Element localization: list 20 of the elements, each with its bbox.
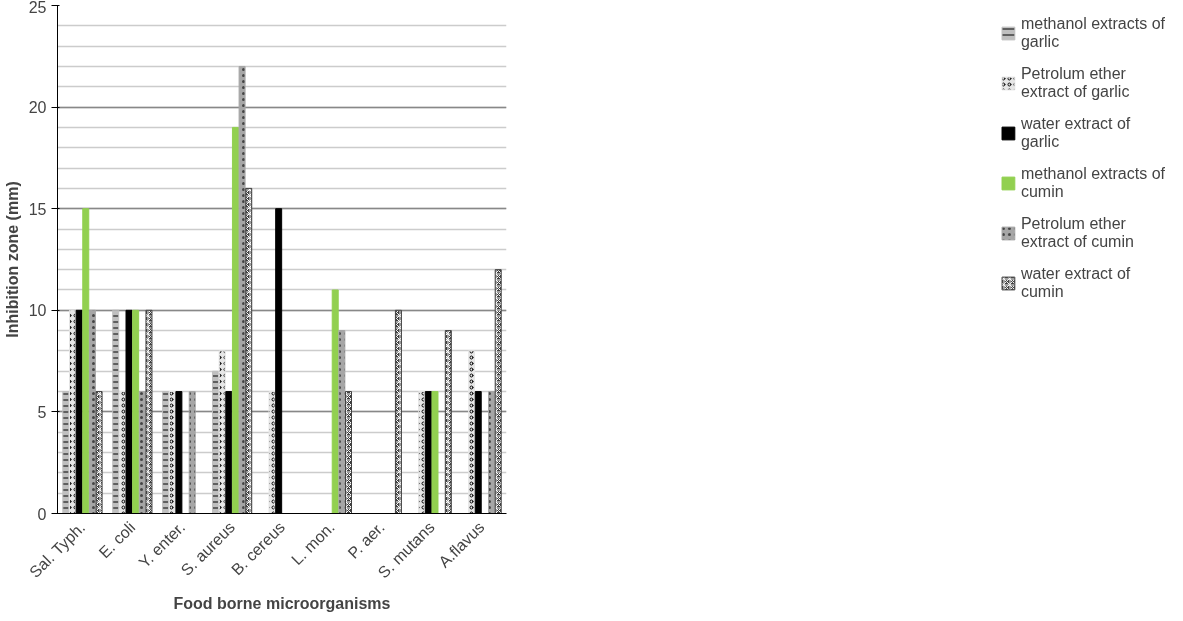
x-tick-label: L. mon. xyxy=(288,518,338,569)
x-tick-label: E. coli xyxy=(95,518,139,562)
y-tick-label: 10 xyxy=(28,302,47,320)
legend-label: water extract of garlic xyxy=(1020,115,1131,151)
y-tick-label: 15 xyxy=(28,200,47,218)
legend-label: methanol extracts of cumin xyxy=(1020,165,1165,201)
x-axis-title: Food borne microorganisms xyxy=(173,595,391,613)
y-tick-label: 5 xyxy=(37,403,47,421)
legend-label: methanol extracts of garlic xyxy=(1020,15,1165,51)
y-tick-label: 0 xyxy=(37,505,47,523)
y-tick-label: 20 xyxy=(28,99,47,117)
legend-label: Petrolum ether extract of garlic xyxy=(1020,65,1130,101)
y-tick-label: 25 xyxy=(28,0,47,16)
bar xyxy=(82,208,90,514)
bar xyxy=(431,391,439,514)
bar xyxy=(132,309,140,514)
legend-label: water extract of cumin xyxy=(1020,265,1131,301)
legend-label: Petrolum ether extract of cumin xyxy=(1020,215,1134,251)
y-axis-title: Inhibition zone (mm) xyxy=(3,181,21,338)
x-tick-label: P. aer. xyxy=(344,518,388,562)
